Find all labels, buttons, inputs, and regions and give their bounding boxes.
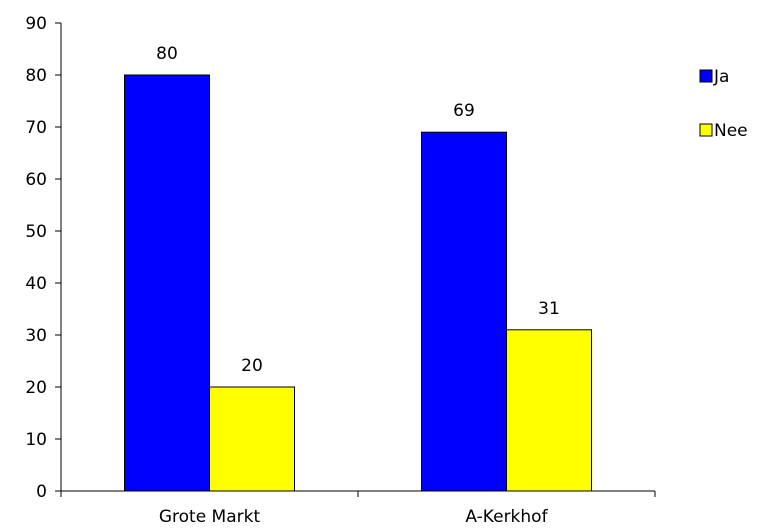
- legend-label-nee: Nee: [714, 121, 748, 141]
- y-tick-label: 60: [25, 170, 47, 190]
- data-label-ja-0: 80: [156, 44, 178, 64]
- bar-nee-0: [209, 386, 295, 492]
- bar-ja-0: [124, 74, 210, 492]
- legend: Ja Nee: [699, 67, 748, 141]
- bar-nee-1: [506, 329, 592, 492]
- y-tick-label: 80: [25, 66, 47, 86]
- y-tick-label: 10: [25, 430, 47, 450]
- legend-swatch-ja: [699, 69, 713, 83]
- legend-label-ja: Ja: [713, 67, 729, 87]
- y-tick-label: 50: [25, 222, 47, 242]
- y-tick-label: 90: [25, 14, 47, 34]
- data-label-nee-0: 20: [241, 356, 263, 376]
- category-labels: Grote Markt A-Kerkhof: [159, 507, 549, 527]
- y-tick-label: 30: [25, 326, 47, 346]
- bars: [124, 74, 592, 492]
- y-tick-label: 40: [25, 274, 47, 294]
- bar-ja-1: [421, 131, 507, 492]
- data-label-nee-1: 31: [538, 299, 560, 319]
- category-label: Grote Markt: [159, 507, 261, 527]
- category-label: A-Kerkhof: [465, 507, 548, 527]
- y-tick-label: 70: [25, 118, 47, 138]
- legend-swatch-nee: [699, 123, 713, 137]
- data-label-ja-1: 69: [453, 101, 475, 121]
- y-axis-ticks: 0 10 20 30 40 50 60 70 80 90: [25, 14, 61, 502]
- y-tick-label: 20: [25, 378, 47, 398]
- y-tick-label: 0: [36, 482, 47, 502]
- data-labels: 80 20 69 31: [156, 44, 560, 376]
